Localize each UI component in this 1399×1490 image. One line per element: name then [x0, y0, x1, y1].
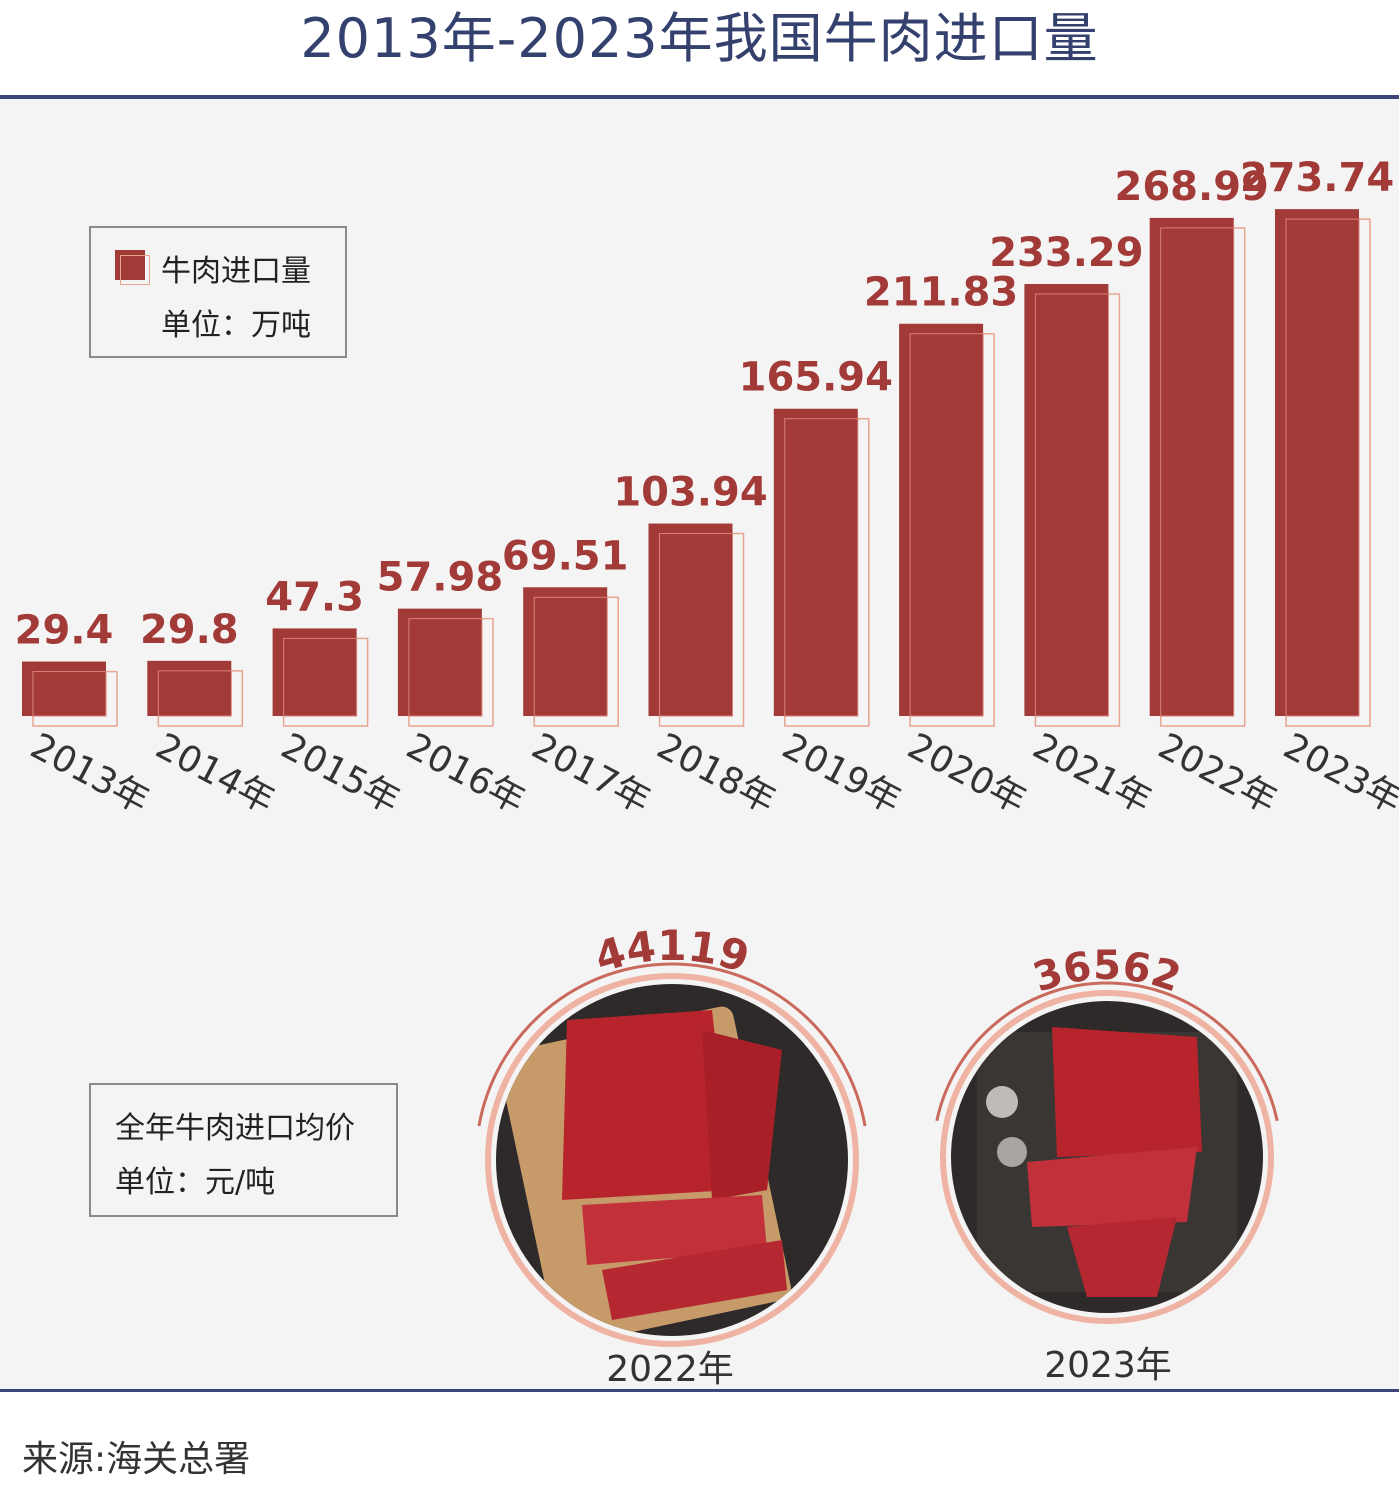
bar-inner-outline — [1285, 218, 1360, 717]
bar — [523, 587, 608, 716]
bar — [1275, 209, 1359, 716]
value-label: 29.8 — [140, 607, 239, 653]
beef-slice — [602, 1240, 787, 1320]
legend-swatch — [115, 250, 150, 285]
bar — [22, 661, 106, 716]
legend-series-label: 牛肉进口量 — [161, 254, 311, 289]
bar-inner-outline — [784, 418, 859, 717]
chart-title: 2013年-2023年我国牛肉进口量 — [300, 7, 1099, 70]
bar — [397, 608, 482, 716]
price-arc — [477, 962, 867, 1127]
value-label: 29.4 — [15, 608, 114, 654]
bar — [147, 660, 232, 716]
value-label: 103.94 — [613, 470, 767, 516]
price-legend: 全年牛肉进口均价 单位：元/吨 — [89, 1083, 398, 1217]
bar-inner-outline — [659, 533, 733, 717]
beef-photo — [951, 1001, 1263, 1313]
beef-slice — [582, 1195, 767, 1265]
beef-slice — [562, 1010, 732, 1200]
bar — [899, 323, 984, 716]
top-divider — [0, 95, 1399, 99]
price-year-2023: 2023年 — [1044, 1345, 1172, 1386]
value-label: 273.74 — [1240, 155, 1394, 201]
bar — [1149, 217, 1234, 716]
price-ring — [940, 990, 1274, 1324]
bar — [648, 523, 733, 716]
bar-inner-outline — [1160, 227, 1235, 717]
bottom-divider — [0, 1389, 1399, 1392]
bar — [773, 408, 858, 716]
bar-inner-outline — [909, 333, 984, 717]
bar-inner-outline — [157, 670, 232, 717]
legend: 牛肉进口量 单位：万吨 — [89, 226, 347, 358]
bar-inner-outline — [533, 596, 608, 717]
source-note: 来源:海关总署 — [22, 1439, 251, 1480]
price-ring — [485, 973, 859, 1347]
value-label: 47.3 — [265, 574, 364, 620]
bar — [1024, 284, 1109, 716]
bar-inner-outline — [283, 637, 358, 717]
beef-photo — [496, 984, 848, 1336]
pepper-shaker — [986, 1086, 1018, 1118]
beef-slice — [1052, 1027, 1202, 1157]
price-arc — [935, 981, 1279, 1122]
value-label: 69.51 — [502, 533, 629, 579]
price-year-2022: 2022年 — [606, 1349, 734, 1390]
bar-inner-outline — [1034, 293, 1109, 717]
price-unit: 单位：元/吨 — [115, 1165, 276, 1200]
price-label: 全年牛肉进口均价 — [115, 1111, 355, 1146]
beef-slice — [1027, 1147, 1197, 1227]
legend-unit-label: 单位：万吨 — [161, 308, 311, 343]
value-label: 165.94 — [739, 355, 893, 401]
bar-inner-outline — [408, 618, 483, 717]
value-label: 268.99 — [1115, 164, 1269, 210]
bar — [272, 628, 357, 716]
beef-slice — [1067, 1217, 1177, 1297]
price-graphic: 44119 36562 — [477, 921, 1279, 1347]
bar-chart: 29.42013年29.82014年47.32015年57.982016年69.… — [15, 155, 1399, 822]
value-label: 233.29 — [989, 230, 1143, 276]
value-label: 211.83 — [864, 270, 1018, 316]
value-label: 57.98 — [377, 555, 504, 601]
salt-shaker — [997, 1137, 1027, 1167]
beef-slice — [702, 1030, 782, 1200]
bar-inner-outline — [32, 671, 107, 717]
